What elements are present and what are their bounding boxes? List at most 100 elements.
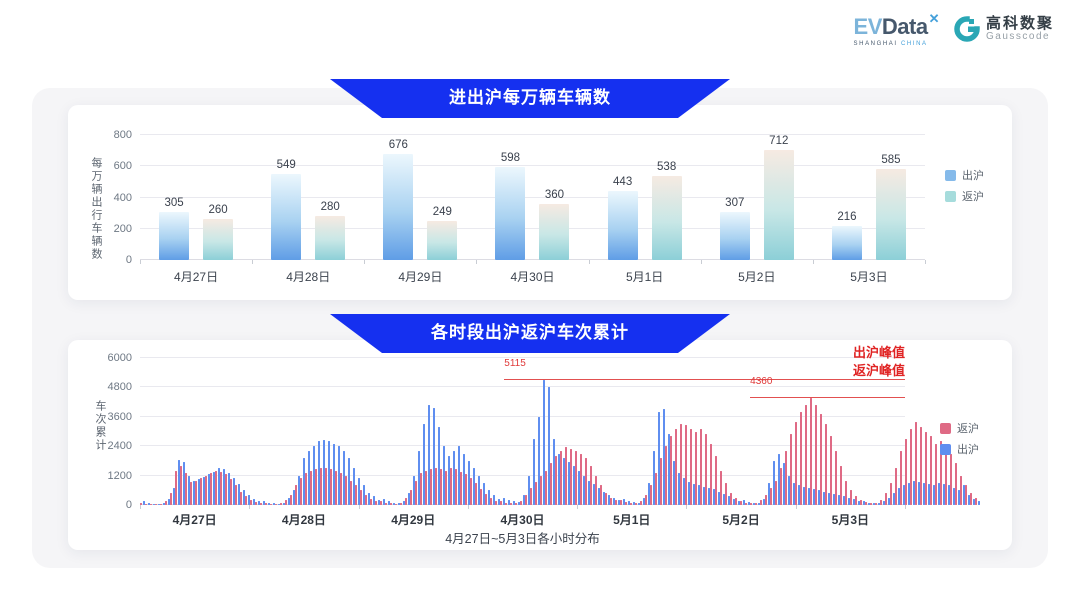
bar-outbound[interactable] [893,492,895,505]
bar-return[interactable] [650,485,652,505]
bar-outbound[interactable] [968,495,970,505]
bar-outbound[interactable] [613,497,615,505]
bar-outbound[interactable] [953,487,955,505]
bar-return[interactable] [645,495,647,505]
bar-outbound[interactable] [878,503,880,505]
bar-outbound[interactable] [818,490,820,505]
bar-return[interactable] [800,411,802,505]
bar-outbound[interactable] [323,440,325,505]
bar-outbound[interactable] [708,487,710,505]
bar-return[interactable] [810,398,812,505]
bar-return[interactable] [890,482,892,505]
bar-outbound[interactable] [958,490,960,505]
bar-return[interactable] [255,502,257,505]
bar-outbound[interactable] [683,478,685,505]
bar-return[interactable] [625,502,627,505]
bar-outbound[interactable] [728,496,730,505]
bar-outbound[interactable] [203,476,205,505]
bar-outbound[interactable] [468,460,470,505]
bar-outbound[interactable] [293,490,295,505]
bar-return[interactable] [705,433,707,505]
legend-item-return[interactable]: 返沪 [940,420,979,436]
bar-return[interactable] [715,456,717,505]
bar-outbound[interactable] [258,501,260,505]
bar-outbound[interactable] [458,446,460,505]
bar-outbound[interactable] [853,498,855,505]
bar-outbound[interactable] [563,458,565,505]
bar-outbound[interactable] [263,501,265,505]
bar-outbound[interactable] [963,485,965,505]
bar-outbound[interactable] [143,501,145,505]
bar-outbound[interactable] [873,503,875,505]
bar-return[interactable] [490,497,492,505]
bar-return[interactable] [340,473,342,505]
bar-return[interactable] [605,492,607,505]
bar-return[interactable] [540,475,542,505]
bar-outbound[interactable] [918,481,920,505]
bar-return[interactable] [765,495,767,505]
bar-outbound[interactable] [823,491,825,505]
bar-return[interactable] [915,421,917,505]
bar-outbound[interactable] [773,460,775,505]
bar-return[interactable] [651,175,682,260]
bar-outbound[interactable] [738,500,740,505]
bar-return[interactable] [195,480,197,505]
bar-outbound[interactable] [703,486,705,505]
bar-outbound[interactable] [158,503,160,505]
bar-return[interactable] [675,429,677,505]
bar-return[interactable] [615,500,617,505]
bar-outbound[interactable] [495,166,526,260]
bar-return[interactable] [845,480,847,505]
bar-return[interactable] [945,446,947,505]
bar-outbound[interactable] [908,482,910,505]
bar-outbound[interactable] [838,495,840,505]
bar-outbound[interactable] [883,501,885,505]
bar-outbound[interactable] [308,451,310,505]
bar-outbound[interactable] [778,453,780,505]
bar-return[interactable] [570,448,572,505]
bar-outbound[interactable] [623,498,625,505]
bar-return[interactable] [710,443,712,505]
bar-return[interactable] [755,503,757,505]
bar-return[interactable] [385,502,387,505]
bar-outbound[interactable] [333,443,335,505]
bar-return[interactable] [285,500,287,505]
bar-outbound[interactable] [573,465,575,505]
bar-return[interactable] [395,503,397,505]
bar-return[interactable] [590,465,592,505]
bar-outbound[interactable] [318,441,320,505]
bar-return[interactable] [640,501,642,505]
bar-return[interactable] [430,469,432,505]
bar-return[interactable] [920,426,922,505]
bar-return[interactable] [420,473,422,505]
bar-outbound[interactable] [813,489,815,505]
bar-outbound[interactable] [533,438,535,505]
bar-outbound[interactable] [553,438,555,505]
bar-return[interactable] [315,469,317,505]
bar-outbound[interactable] [271,174,302,260]
bar-outbound[interactable] [831,226,862,260]
bar-outbound[interactable] [543,379,545,505]
bar-outbound[interactable] [358,478,360,505]
bar-outbound[interactable] [228,473,230,505]
bar-outbound[interactable] [383,154,414,260]
bar-return[interactable] [830,436,832,505]
bar-return[interactable] [230,479,232,505]
bar-return[interactable] [295,485,297,505]
bar-return[interactable] [895,468,897,505]
bar-outbound[interactable] [173,487,175,505]
bar-outbound[interactable] [388,501,390,505]
bar-return[interactable] [205,475,207,505]
bar-return[interactable] [435,468,437,505]
bar-return[interactable] [580,453,582,505]
bar-return[interactable] [935,443,937,505]
bar-return[interactable] [940,441,942,505]
bar-return[interactable] [730,492,732,505]
bar-return[interactable] [965,485,967,505]
bar-return[interactable] [815,404,817,505]
bar-outbound[interactable] [603,491,605,505]
bar-return[interactable] [870,502,872,505]
bar-return[interactable] [450,468,452,505]
bar-outbound[interactable] [348,458,350,505]
bar-outbound[interactable] [408,492,410,505]
